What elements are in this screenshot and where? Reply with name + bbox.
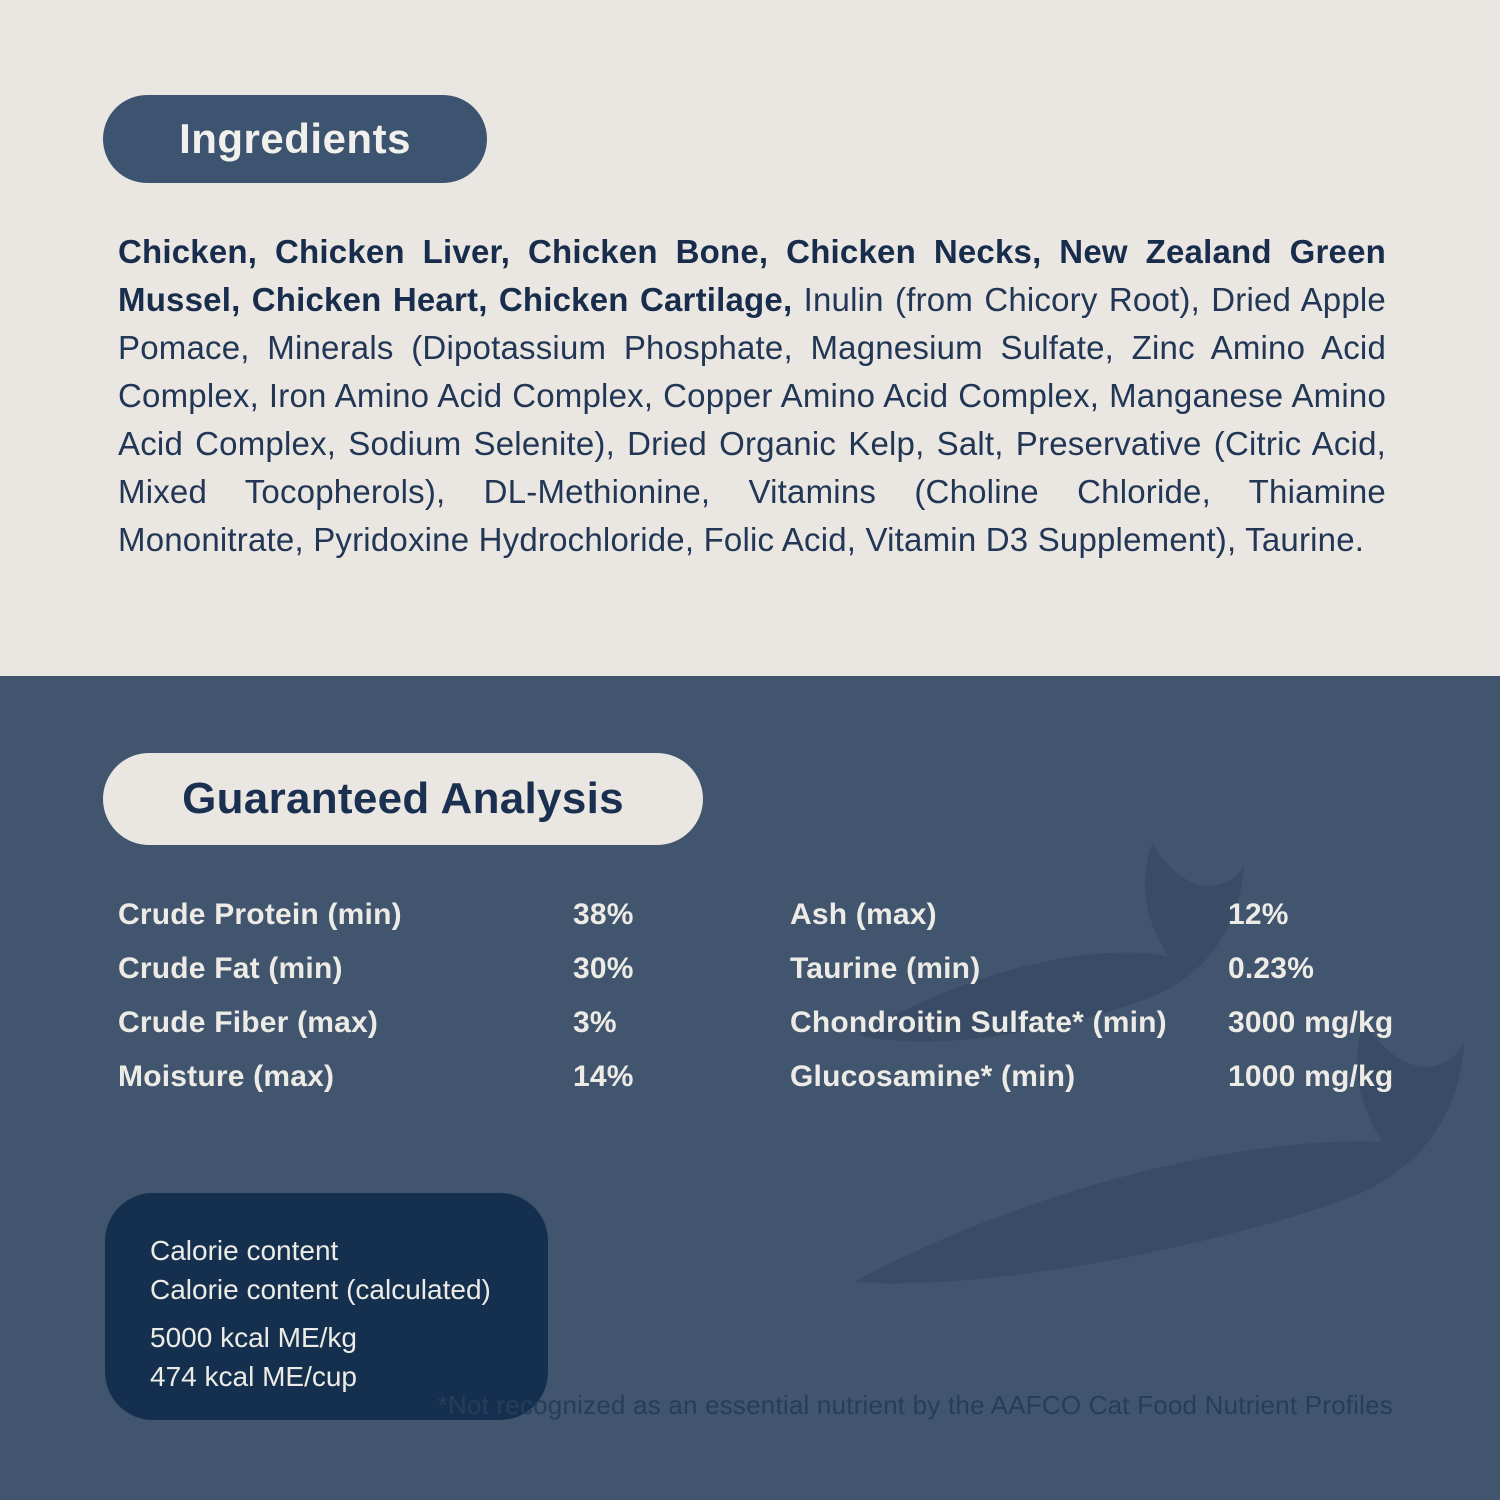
guaranteed-analysis-badge-label: Guaranteed Analysis — [182, 774, 624, 823]
ingredients-badge-label: Ingredients — [179, 115, 411, 162]
calorie-kcal-per-cup: 474 kcal ME/cup — [150, 1361, 357, 1392]
analysis-table: Crude Protein (min) 38% Ash (max) 12% Cr… — [118, 888, 1414, 1104]
analysis-value: 12% — [1228, 898, 1289, 931]
analysis-value: 14% — [573, 1060, 634, 1093]
guaranteed-analysis-badge: Guaranteed Analysis — [103, 753, 703, 845]
analysis-row: Crude Fat (min) 30% Taurine (min) 0.23% — [118, 942, 1414, 996]
ingredients-secondary-text: Inulin (from Chicory Root), Dried Apple … — [118, 281, 1386, 558]
analysis-label: Ash (max) — [790, 898, 937, 931]
calorie-content-line: Calorie content (calculated) — [150, 1274, 491, 1305]
analysis-row: Crude Fiber (max) 3% Chondroitin Sulfate… — [118, 996, 1414, 1050]
calorie-content-line: Calorie content — [150, 1235, 339, 1266]
analysis-label: Glucosamine* (min) — [790, 1060, 1076, 1093]
ingredients-section: Ingredients Chicken, Chicken Liver, Chic… — [0, 0, 1500, 676]
analysis-value: 38% — [573, 898, 634, 931]
calorie-kcal-per-kg: 5000 kcal ME/kg — [150, 1322, 357, 1353]
analysis-label: Chondroitin Sulfate* (min) — [790, 1006, 1167, 1039]
analysis-value: 1000 mg/kg — [1228, 1060, 1394, 1093]
ingredients-list: Chicken, Chicken Liver, Chicken Bone, Ch… — [118, 228, 1386, 564]
calorie-content-values: 5000 kcal ME/kg 474 kcal ME/cup — [150, 1318, 528, 1396]
guaranteed-analysis-section: Guaranteed Analysis Crude Protein (min) … — [0, 676, 1500, 1500]
analysis-row: Crude Protein (min) 38% Ash (max) 12% — [118, 888, 1414, 942]
calorie-content-heading: Calorie content Calorie content (calcula… — [150, 1231, 528, 1309]
ingredients-badge: Ingredients — [103, 95, 487, 183]
analysis-row: Moisture (max) 14% Glucosamine* (min) 10… — [118, 1050, 1414, 1104]
analysis-label: Crude Fat (min) — [118, 952, 343, 985]
ingredients-primary-text: Chicken, Chicken Liver, Chicken Bone, Ch… — [118, 233, 1386, 318]
analysis-label: Crude Protein (min) — [118, 898, 402, 931]
calorie-content-box: Calorie content Calorie content (calcula… — [105, 1193, 548, 1420]
aafco-footnote: *Not recognized as an essential nutrient… — [437, 1390, 1393, 1420]
analysis-value: 0.23% — [1228, 952, 1315, 985]
analysis-label: Crude Fiber (max) — [118, 1006, 379, 1039]
analysis-value: 30% — [573, 952, 634, 985]
analysis-label: Moisture (max) — [118, 1060, 335, 1093]
analysis-value: 3% — [573, 1006, 617, 1039]
analysis-value: 3000 mg/kg — [1228, 1006, 1394, 1039]
analysis-label: Taurine (min) — [790, 952, 981, 985]
